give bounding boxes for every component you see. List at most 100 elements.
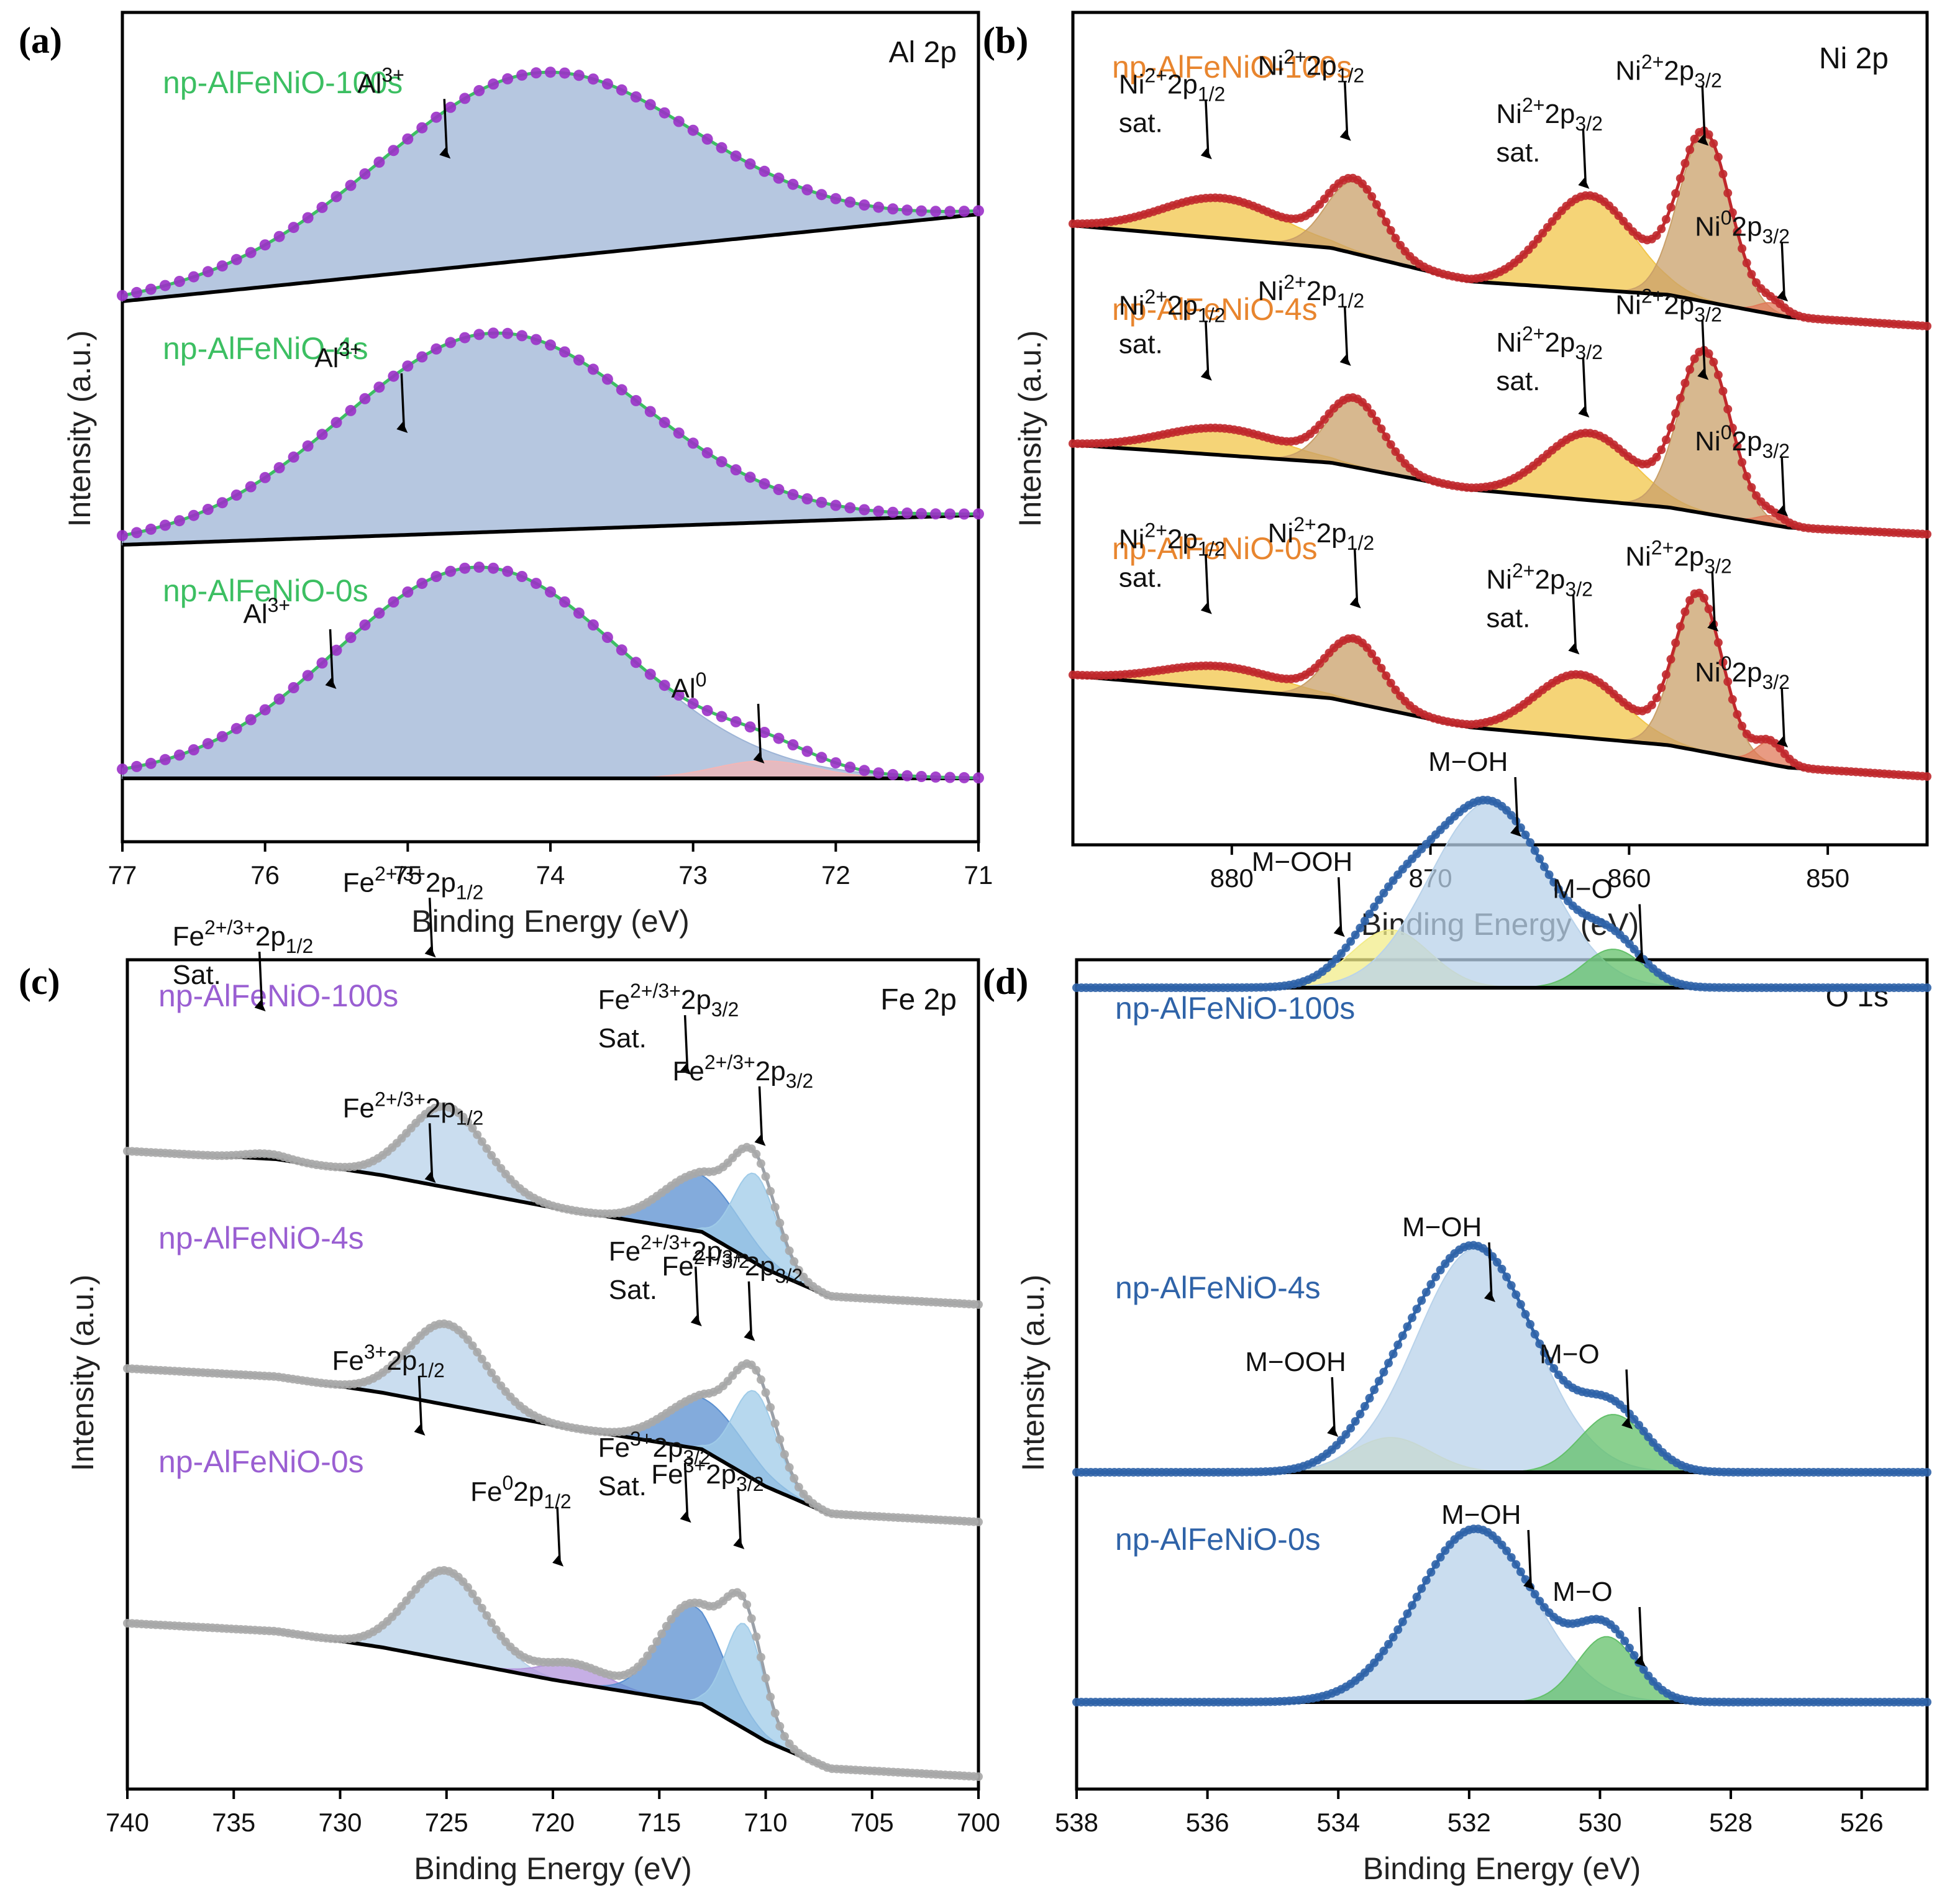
data-point [416, 578, 428, 590]
data-point [756, 1375, 765, 1384]
annotation-m-o: M−O [1552, 1577, 1613, 1607]
data-point [761, 1172, 770, 1181]
data-point [752, 1632, 761, 1641]
data-point [1521, 831, 1530, 839]
data-point [273, 230, 285, 242]
data-point [716, 142, 727, 153]
data-point [973, 508, 984, 520]
data-point [1379, 888, 1388, 898]
panel-a: (a) Al 2p 77 76 75 74 73 72 71 Binding Energy (eV… [19, 11, 993, 939]
baseline [1072, 443, 1928, 536]
data-point [1752, 278, 1761, 287]
annotation-al3: Al3+ [357, 63, 404, 99]
panel-label: (d) [983, 961, 1028, 1002]
data-point [616, 384, 627, 396]
data-point [188, 509, 199, 521]
series-label: np-AlFeNiO-4s [163, 331, 368, 366]
annotation-arrow [683, 1015, 689, 1072]
data-point [1393, 1625, 1403, 1634]
data-point [559, 67, 570, 79]
series-label: np-AlFeNiO-4s [1112, 292, 1318, 327]
component-fe0-2p1-2 [127, 1623, 979, 1777]
arrowhead [1777, 290, 1789, 302]
data-point [973, 205, 984, 217]
data-point [780, 1732, 789, 1741]
data-point [373, 157, 385, 168]
annotation-fe2-3-2p1-2: Fe2+/3+2p1/2 [343, 862, 484, 903]
data-point [1728, 695, 1737, 704]
data-point [1526, 1319, 1535, 1329]
data-point [373, 381, 385, 393]
arrowhead [1327, 1426, 1339, 1437]
data-point [1652, 452, 1661, 462]
data-point [844, 762, 856, 773]
data-point [873, 201, 885, 213]
x-tick-label: 532 [1447, 1808, 1491, 1837]
data-point [916, 205, 928, 217]
annotation-ni2-2p3-2: Ni2+2p3/2 [1615, 285, 1721, 326]
data-point [288, 682, 299, 693]
data-point [1543, 223, 1552, 232]
data-point [402, 1596, 411, 1605]
annotation-ni2-2p1-2: Ni2+2p1/2 [1258, 271, 1364, 312]
data-point [159, 754, 171, 765]
spectrum-region-title: Al 2p [889, 36, 957, 69]
data-point [359, 619, 371, 631]
data-point [230, 490, 242, 501]
data-point [667, 1615, 676, 1624]
data-point [188, 271, 199, 283]
data-point [1351, 1417, 1360, 1426]
data-point [468, 1124, 477, 1133]
data-point [747, 1614, 756, 1623]
baseline [122, 212, 979, 303]
series-np-alfenio-0s: np-AlFeNiO-0sNi2+2p1/2sat.Ni2+2p1/2Ni2+2… [1069, 513, 1931, 781]
series-label: np-AlFeNiO-4s [1115, 1270, 1321, 1305]
data-point [1382, 432, 1391, 442]
data-point [790, 1257, 799, 1266]
series-label: np-AlFeNiO-0s [163, 573, 368, 608]
data-point [1386, 440, 1395, 449]
x-tick-label: 534 [1316, 1808, 1360, 1837]
annotation-arrow [1343, 306, 1349, 363]
arrowhead [1777, 505, 1789, 517]
data-point [431, 343, 442, 355]
annotation-arrow [747, 1281, 753, 1337]
data-point [1436, 1265, 1445, 1275]
data-point [1554, 885, 1563, 894]
data-point [416, 122, 428, 134]
data-point [288, 451, 299, 463]
data-point [1372, 656, 1381, 665]
data-point [630, 91, 642, 102]
data-point [744, 158, 756, 170]
x-tick-label: 740 [106, 1808, 149, 1837]
series-label: np-AlFeNiO-100s [1112, 50, 1352, 84]
data-point [531, 67, 542, 79]
data-point [1671, 189, 1680, 198]
data-point [759, 165, 770, 177]
data-point [901, 770, 913, 781]
data-point [117, 530, 128, 542]
annotation-arrow [417, 1375, 423, 1433]
data-point [587, 73, 599, 85]
data-point [1377, 209, 1386, 218]
data-point [587, 363, 599, 375]
data-point [959, 508, 970, 520]
data-point [1923, 1698, 1931, 1706]
annotation-fe2-3-2p3-2: Fe2+/3+2p3/2 [673, 1051, 814, 1092]
data-point [859, 504, 870, 516]
data-point [1403, 1322, 1412, 1331]
annotation-ni2-2p1-2: Ni2+2p1/2 [1268, 513, 1374, 554]
data-point [516, 330, 528, 342]
x-tick-label: 538 [1055, 1808, 1098, 1837]
annotation-arrow [1331, 1377, 1336, 1434]
data-point [1538, 229, 1548, 238]
annotation-arrow [1205, 554, 1210, 611]
data-point [644, 99, 656, 111]
data-point [1657, 224, 1666, 234]
data-point [1685, 365, 1695, 374]
x-tick-label: 850 [1806, 863, 1849, 893]
data-point [730, 150, 742, 162]
data-point [974, 1518, 983, 1526]
data-point [1426, 1280, 1436, 1289]
